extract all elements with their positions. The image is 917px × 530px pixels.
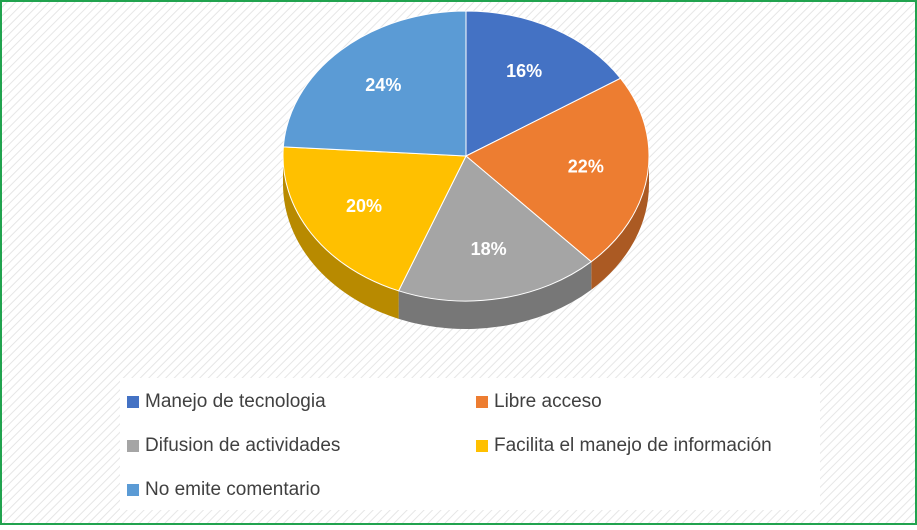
slice	[282, 10, 467, 157]
legend-swatch	[127, 396, 139, 408]
slice-side	[591, 156, 649, 290]
legend-box	[120, 378, 820, 510]
data-label: 16%	[506, 61, 542, 81]
slice	[465, 10, 622, 157]
slice	[282, 146, 467, 292]
data-label: 24%	[365, 75, 401, 95]
data-label: 20%	[346, 196, 382, 216]
data-label: 22%	[568, 157, 604, 177]
slice-side	[398, 261, 592, 329]
slice-side	[283, 156, 399, 319]
legend-label: Manejo de tecnologia	[145, 391, 326, 412]
data-label: 18%	[471, 239, 507, 259]
legend-label: Facilita el manejo de información	[494, 435, 772, 456]
legend-swatch	[127, 484, 139, 496]
legend-label: No emite comentario	[145, 479, 320, 500]
slice	[397, 155, 593, 302]
legend-swatch	[476, 440, 488, 452]
slice	[465, 77, 650, 263]
legend-label: Libre acceso	[494, 391, 602, 412]
legend-swatch	[476, 396, 488, 408]
legend-label: Difusion de actividades	[145, 435, 340, 456]
legend-swatch	[127, 440, 139, 452]
